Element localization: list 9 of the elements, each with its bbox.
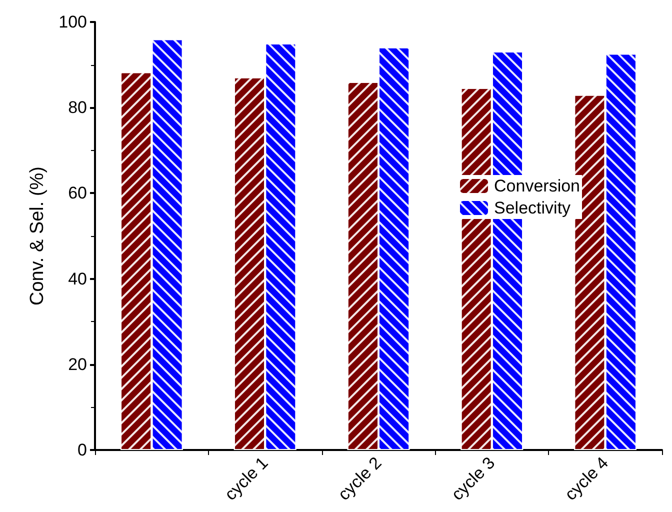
y-tick-label: 80 xyxy=(68,98,87,118)
legend-label: Selectivity xyxy=(494,198,572,218)
y-tick-label: 40 xyxy=(68,269,87,288)
legend-label: Conversion xyxy=(494,176,580,196)
y-tick-label: 0 xyxy=(78,440,87,460)
y-axis-title: Conv. & Sel. (%) xyxy=(27,166,48,306)
y-tick-label: 60 xyxy=(68,184,87,203)
y-tick-label: 100 xyxy=(58,12,87,32)
y-tick-label: 20 xyxy=(68,354,87,374)
